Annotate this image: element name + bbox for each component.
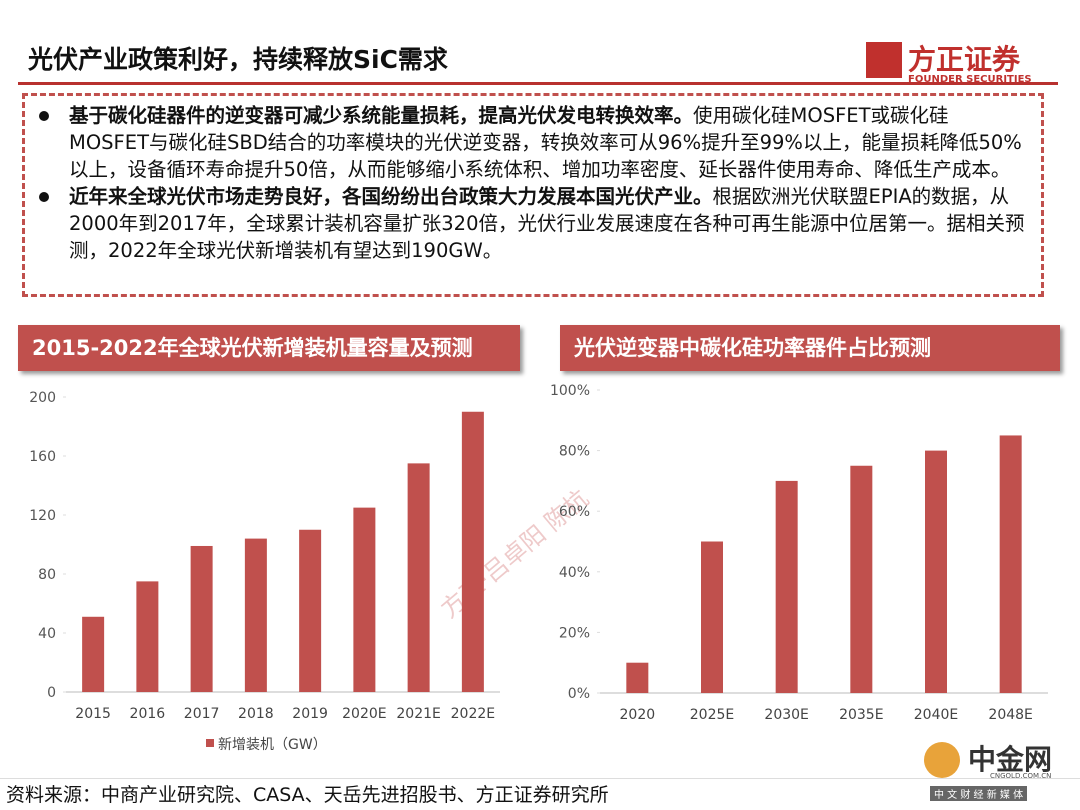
- bar: [190, 545, 213, 692]
- x-tick-label: 2040E: [914, 707, 958, 723]
- bullet: 基于碳化硅器件的逆变器可减少系统能量损耗，提高光伏发电转换效率。使用碳化硅MOS…: [39, 102, 1027, 183]
- logo-subtext: FOUNDER SECURITIES: [908, 74, 1032, 85]
- logo-text: 方正证券: [908, 43, 1021, 76]
- y-tick-label: 40%: [559, 565, 590, 581]
- y-tick-label: 80: [38, 567, 56, 583]
- bar: [775, 480, 798, 693]
- x-tick-label: 2025E: [690, 707, 734, 723]
- y-tick-label: 0: [47, 685, 56, 701]
- bar: [82, 616, 105, 692]
- bullet: 近年来全球光伏市场走势良好，各国纷纷出台政策大力发展本国光伏产业。根据欧洲光伏联…: [39, 183, 1027, 264]
- x-tick-label: 2022E: [451, 706, 495, 722]
- y-tick-label: 200: [29, 390, 56, 406]
- y-tick-label: 20%: [559, 625, 590, 641]
- bullet-bold: 基于碳化硅器件的逆变器可减少系统能量损耗，提高光伏发电转换效率。: [69, 104, 694, 127]
- bullet-bold: 近年来全球光伏市场走势良好，各国纷纷出台政策大力发展本国光伏产业。: [69, 185, 713, 208]
- x-tick-label: 2020E: [342, 706, 386, 722]
- bar: [244, 538, 267, 692]
- legend-swatch: [206, 739, 214, 747]
- bar: [999, 435, 1022, 693]
- bullet-box: 基于碳化硅器件的逆变器可减少系统能量损耗，提高光伏发电转换效率。使用碳化硅MOS…: [22, 93, 1044, 297]
- bar: [136, 581, 159, 692]
- bullet-text: 使用碳化硅MOSFET或碳化硅MOSFET与碳化硅SBD结合的功率模块的光伏逆变…: [69, 104, 1022, 181]
- brand-url: CNGOLD.COM.CN: [990, 772, 1052, 780]
- y-tick-label: 60%: [559, 504, 590, 520]
- x-tick-label: 2021E: [396, 706, 440, 722]
- x-tick-label: 2030E: [764, 707, 808, 723]
- y-tick-label: 0%: [568, 686, 590, 702]
- x-tick-label: 2048E: [988, 707, 1032, 723]
- brand-sub: 中 文 财 经 新 媒 体: [930, 786, 1028, 801]
- x-tick-label: 2035E: [839, 707, 883, 723]
- y-tick-label: 100%: [550, 383, 590, 399]
- bullet-text: 根据欧洲光伏联盟EPIA的数据，从2000年到2017年，全球累计装机容量扩张3…: [69, 185, 1025, 262]
- bar: [925, 450, 947, 693]
- x-tick-label: 2018: [238, 706, 274, 722]
- bar: [353, 507, 376, 692]
- bar: [299, 529, 322, 692]
- x-tick-label: 2015: [75, 706, 111, 722]
- legend-label: 新增装机（GW）: [218, 737, 327, 753]
- chart-title: 光伏逆变器中碳化硅功率器件占比预测: [560, 325, 1060, 371]
- bar: [626, 662, 649, 693]
- y-tick-label: 120: [29, 508, 56, 524]
- x-tick-label: 2016: [130, 706, 166, 722]
- chart-title: 2015-2022年全球光伏新增装机量容量及预测: [18, 325, 520, 371]
- source: 资料来源：中商产业研究院、CASA、天岳先进招股书、方正证券研究所: [0, 778, 1080, 810]
- x-tick-label: 2020: [620, 707, 656, 723]
- y-tick-label: 40: [38, 626, 56, 642]
- bar: [407, 463, 430, 692]
- slide-title: 光伏产业政策利好，持续释放SiC需求: [28, 45, 448, 74]
- brand: 中金网: [968, 743, 1053, 776]
- title-rule: [18, 82, 1058, 85]
- x-tick-label: 2017: [184, 706, 220, 722]
- y-tick-label: 80%: [559, 444, 590, 460]
- bar: [850, 465, 873, 693]
- bar: [461, 411, 484, 692]
- y-tick-label: 160: [29, 449, 56, 465]
- logo-icon: [866, 42, 902, 78]
- x-tick-label: 2019: [292, 706, 328, 722]
- bar: [701, 541, 723, 693]
- brand-icon: [924, 742, 960, 778]
